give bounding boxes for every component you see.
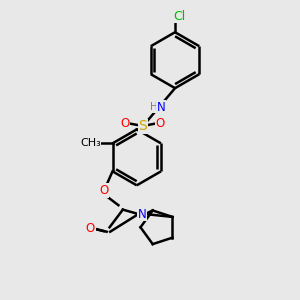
Text: O: O bbox=[120, 117, 130, 130]
Text: CH₃: CH₃ bbox=[80, 138, 101, 148]
Text: Cl: Cl bbox=[173, 10, 186, 22]
Text: O: O bbox=[156, 117, 165, 130]
Text: O: O bbox=[99, 184, 108, 197]
Text: H: H bbox=[150, 102, 158, 112]
Text: O: O bbox=[86, 222, 95, 235]
Text: S: S bbox=[138, 119, 147, 134]
Text: N: N bbox=[138, 208, 146, 220]
Text: N: N bbox=[157, 101, 166, 114]
